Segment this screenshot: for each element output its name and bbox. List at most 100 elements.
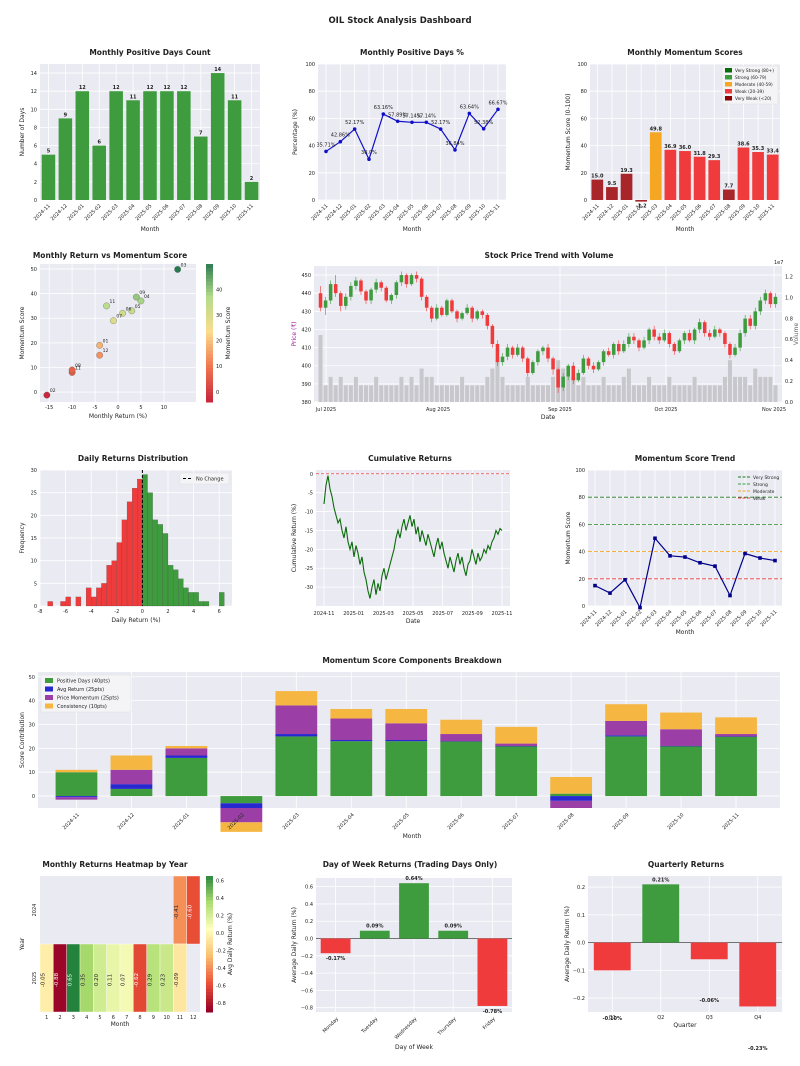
y2-tick-label: 1.0 <box>785 295 793 301</box>
x-tick-label: 0 <box>141 609 144 615</box>
colorbar-segment <box>206 291 213 296</box>
x-tick-label: 1 <box>45 1015 48 1021</box>
bar <box>320 938 351 954</box>
colorbar-segment <box>206 933 213 938</box>
bar <box>227 100 242 200</box>
legend-entry: Strong <box>753 482 768 488</box>
colorbar-segment <box>206 333 213 337</box>
x-tick-label: 5 <box>98 1015 101 1021</box>
y-tick-label: 80 <box>579 495 585 501</box>
chart-title: Monthly Returns Heatmap by Year <box>42 860 187 869</box>
candle-body <box>495 343 500 363</box>
point-label: 03 <box>181 262 187 268</box>
y-tick-label: 14 <box>31 71 37 77</box>
stacked-bar-segment <box>55 797 98 800</box>
colorbar-segment <box>206 270 213 275</box>
candle-body <box>505 347 510 357</box>
legend-entry: Price Momentum (25pts) <box>57 696 119 702</box>
data-label: 57.14% <box>417 113 436 119</box>
volume-bar <box>647 376 652 402</box>
stacked-bar-segment <box>275 736 318 797</box>
colorbar-segment <box>206 326 213 331</box>
volume-bar <box>475 385 480 402</box>
x-tick-label: 10 <box>163 1015 169 1021</box>
volume-bar <box>733 376 738 402</box>
colorbar-tick: 0.2 <box>216 913 224 919</box>
candle-body <box>652 329 656 337</box>
colorbar-segment <box>206 998 213 1003</box>
volume-bar <box>586 385 591 402</box>
y2-tick-label: 0.0 <box>785 400 793 406</box>
legend-entry: Weak <box>753 496 766 502</box>
candle-body <box>344 296 348 306</box>
candle-body <box>460 313 464 319</box>
x-tick-label: 2025-07 <box>502 812 521 831</box>
y-tick-label: 10 <box>31 107 37 113</box>
volume-bar <box>677 385 682 402</box>
volume-bar <box>636 385 642 402</box>
bar-value-label: 9 <box>64 112 68 118</box>
y-tick-label: 5 <box>34 581 37 587</box>
bar <box>109 91 123 200</box>
bar-value-label: 33.4 <box>767 149 780 155</box>
colorbar-segment <box>206 950 213 955</box>
candle-body <box>642 340 646 348</box>
colorbar-segment <box>206 940 213 945</box>
x-axis-label: Monthly Return (%) <box>89 413 147 420</box>
volume-bar <box>707 385 712 402</box>
colorbar-segment <box>206 384 213 389</box>
colorbar-segment <box>206 398 213 403</box>
data-point <box>773 558 777 563</box>
y-tick-label: 0.2 <box>577 885 585 891</box>
candle-body <box>379 282 383 288</box>
volume-bar <box>591 385 596 402</box>
volume-bar <box>682 385 687 402</box>
colorbar-segment <box>206 353 213 358</box>
data-point <box>608 591 612 595</box>
volume-bar <box>621 376 626 402</box>
colorbar-segment <box>206 991 213 996</box>
y-tick-label: 4 <box>34 162 37 168</box>
colorbar-segment <box>206 388 213 393</box>
histogram-bar <box>101 583 107 607</box>
bar <box>593 942 631 971</box>
y-tick-label: 20 <box>309 171 315 177</box>
volume-bar <box>409 376 414 402</box>
chart-title: Day of Week Returns (Trading Days Only) <box>323 860 498 869</box>
y-tick-label: 0 <box>34 198 37 204</box>
x-tick-label: 2025-04 <box>117 203 136 222</box>
stacked-bar-segment <box>715 734 757 737</box>
colorbar-segment <box>206 944 213 948</box>
data-point <box>623 577 627 582</box>
x-tick-label: 2 <box>166 609 169 615</box>
y2-tick-label: 0.4 <box>785 358 793 364</box>
colorbar-segment <box>206 886 213 891</box>
y-tick-label: -15 <box>305 528 313 534</box>
histogram-bar <box>198 601 204 607</box>
colorbar-segment <box>206 920 213 925</box>
colorbar-segment <box>206 264 213 268</box>
colorbar-segment <box>206 978 213 982</box>
bar-value-label: -0.17% <box>326 956 345 962</box>
bar-value-label: -1.2 <box>636 204 647 210</box>
y-tick-label: 0 <box>582 604 585 610</box>
candle-body <box>773 296 778 305</box>
bar <box>649 132 662 200</box>
candle-body <box>318 293 323 308</box>
volume-bar <box>743 376 748 402</box>
volume-bar <box>364 385 369 402</box>
volume-bar <box>722 376 727 402</box>
candle-body <box>414 275 419 279</box>
bar <box>126 100 140 200</box>
candle-body <box>455 311 459 319</box>
data-point <box>481 126 486 131</box>
histogram-bar <box>193 592 199 607</box>
x-tick-label: -15 <box>45 405 53 411</box>
bar-value-label: 49.8 <box>650 126 663 132</box>
candle-body <box>632 336 636 341</box>
volume-bar <box>576 385 581 402</box>
stacked-bar-segment <box>55 796 98 798</box>
candle-body <box>409 275 414 285</box>
histogram-bar <box>162 533 169 607</box>
volume-bar <box>763 376 768 402</box>
